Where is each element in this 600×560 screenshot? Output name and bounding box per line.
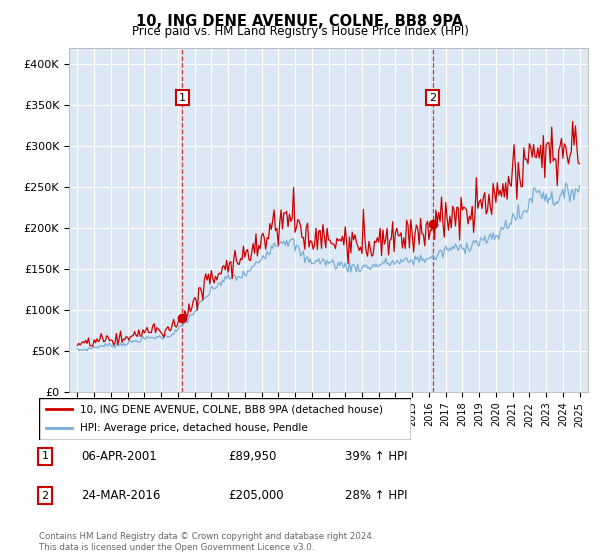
- Text: 1: 1: [41, 451, 49, 461]
- Text: 10, ING DENE AVENUE, COLNE, BB8 9PA: 10, ING DENE AVENUE, COLNE, BB8 9PA: [136, 14, 464, 29]
- Text: 28% ↑ HPI: 28% ↑ HPI: [345, 489, 407, 502]
- Text: 2: 2: [41, 491, 49, 501]
- Text: HPI: Average price, detached house, Pendle: HPI: Average price, detached house, Pend…: [80, 423, 308, 433]
- Text: 10, ING DENE AVENUE, COLNE, BB8 9PA (detached house): 10, ING DENE AVENUE, COLNE, BB8 9PA (det…: [80, 404, 383, 414]
- Text: 2: 2: [429, 92, 436, 102]
- Text: Contains HM Land Registry data © Crown copyright and database right 2024.
This d: Contains HM Land Registry data © Crown c…: [39, 532, 374, 552]
- Text: £89,950: £89,950: [228, 450, 277, 463]
- Text: 39% ↑ HPI: 39% ↑ HPI: [345, 450, 407, 463]
- Text: 06-APR-2001: 06-APR-2001: [81, 450, 157, 463]
- Text: £205,000: £205,000: [228, 489, 284, 502]
- Text: 24-MAR-2016: 24-MAR-2016: [81, 489, 160, 502]
- Text: 1: 1: [179, 92, 186, 102]
- Text: Price paid vs. HM Land Registry's House Price Index (HPI): Price paid vs. HM Land Registry's House …: [131, 25, 469, 38]
